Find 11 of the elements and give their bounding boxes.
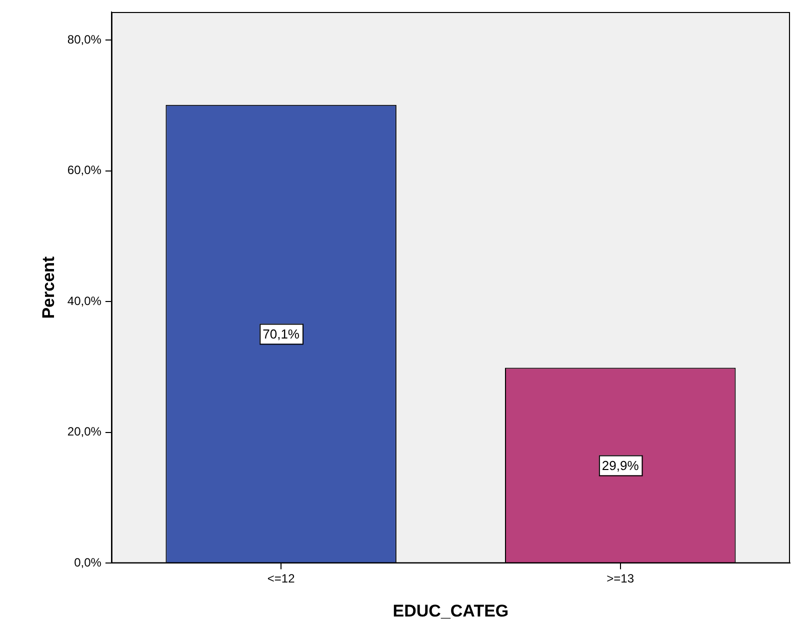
x-axis-title: EDUC_CATEG [392,601,509,620]
x-tick-label: <=12 [267,572,296,586]
y-axis-title: Percent [38,256,58,319]
data-label: 29,9% [602,458,640,473]
x-tick-label: >=13 [606,572,634,586]
data-label: 70,1% [262,326,300,342]
y-tick-label: 0,0% [74,556,102,570]
y-tick-label: 20,0% [67,424,102,439]
y-tick-label: 60,0% [67,163,102,178]
y-tick-label: 80,0% [67,32,102,46]
y-tick-label: 40,0% [67,294,102,308]
